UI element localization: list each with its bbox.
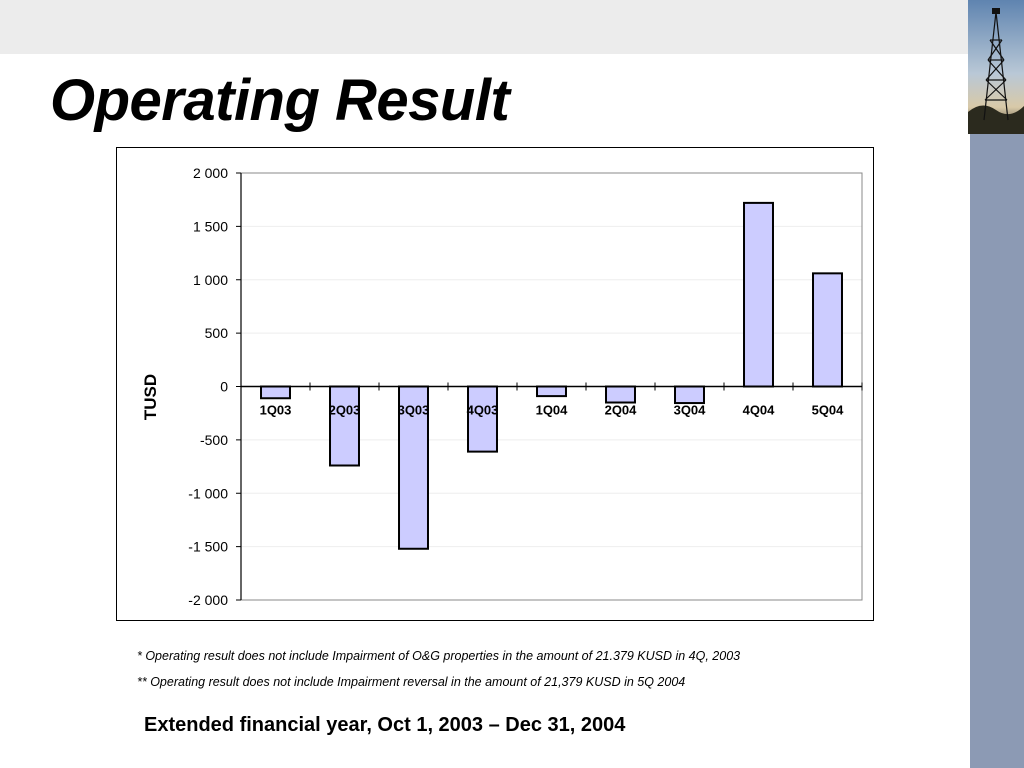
x-tick-label: 3Q04 (674, 403, 707, 418)
x-tick-label: 2Q03 (329, 403, 361, 418)
y-tick-label: 1 500 (193, 218, 228, 234)
x-tick-label: 3Q03 (398, 403, 430, 418)
y-tick-label: -2 000 (188, 592, 228, 608)
bar-2Q04 (605, 385, 636, 404)
x-tick-label: 5Q04 (812, 403, 845, 418)
y-tick-label: 500 (205, 325, 229, 341)
bar-1Q04 (536, 385, 567, 398)
bar-4Q04 (743, 201, 774, 388)
x-tick-label: 1Q03 (260, 403, 292, 418)
y-tick-label: -1 500 (188, 539, 228, 555)
side-bar (970, 134, 1024, 768)
y-tick-label: 2 000 (193, 165, 228, 181)
bar-3Q03 (398, 385, 429, 550)
bar-4Q03 (467, 385, 498, 453)
bar-1Q03 (260, 385, 291, 400)
bar-5Q04 (812, 272, 843, 388)
top-band (0, 0, 968, 54)
oil-derrick-photo (968, 0, 1024, 134)
x-tick-label: 4Q04 (743, 403, 776, 418)
x-tick-label: 4Q03 (467, 403, 499, 418)
bar-3Q04 (674, 385, 705, 405)
y-tick-label: 1 000 (193, 272, 228, 288)
y-tick-label: 0 (220, 379, 228, 395)
bar-layer (260, 201, 843, 550)
y-axis-label: TUSD (141, 374, 160, 420)
x-tick-label: 1Q04 (536, 403, 569, 418)
bar-2Q03 (329, 385, 360, 467)
operating-result-chart: 2 000 1 500 1 000 500 0 -500 -1 000 -1 500 -2 00… (141, 165, 863, 608)
y-tick-label: -1 000 (188, 485, 228, 501)
footnote-1: * Operating result does not include Impa… (137, 649, 741, 663)
x-tick-label: 2Q04 (605, 403, 638, 418)
slide-title: Operating Result (50, 68, 510, 133)
axis-layer: 2 000 1 500 1 000 500 0 -500 -1 000 -1 500 -2 00… (188, 165, 863, 608)
period-note: Extended financial year, Oct 1, 2003 – D… (144, 714, 626, 736)
footnote-2: ** Operating result does not include Imp… (137, 675, 686, 689)
chart-frame: 2 000 1 500 1 000 500 0 -500 -1 000 -1 500 -2 00… (116, 147, 874, 621)
y-tick-label: -500 (200, 432, 228, 448)
